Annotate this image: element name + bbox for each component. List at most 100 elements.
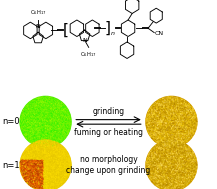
Point — [160, 178, 163, 181]
Point — [55, 134, 59, 137]
Point — [48, 160, 52, 163]
Point — [54, 178, 58, 181]
Point — [64, 126, 68, 129]
Point — [51, 153, 55, 156]
Point — [191, 168, 194, 171]
Point — [54, 109, 58, 112]
Point — [59, 100, 62, 103]
Point — [44, 141, 48, 144]
Point — [67, 113, 71, 116]
Point — [188, 116, 191, 119]
Point — [191, 127, 195, 130]
Point — [36, 127, 39, 130]
Point — [59, 181, 62, 184]
Point — [48, 128, 52, 131]
Point — [179, 174, 183, 177]
Point — [160, 116, 163, 119]
Point — [192, 114, 196, 117]
Point — [48, 107, 51, 110]
Point — [49, 173, 52, 176]
Point — [66, 156, 69, 159]
Point — [174, 178, 178, 181]
Point — [46, 154, 50, 157]
Point — [54, 168, 58, 171]
Point — [182, 98, 186, 101]
Point — [178, 144, 181, 147]
Point — [187, 137, 190, 140]
Point — [183, 105, 187, 108]
Point — [35, 130, 39, 133]
Point — [42, 181, 46, 184]
Point — [190, 150, 193, 153]
Point — [31, 185, 35, 188]
Point — [20, 125, 23, 128]
Point — [35, 155, 39, 158]
Point — [184, 130, 187, 133]
Point — [182, 101, 186, 104]
Point — [167, 118, 170, 121]
Point — [170, 138, 174, 141]
Point — [48, 139, 52, 143]
Point — [32, 101, 36, 104]
Point — [181, 167, 184, 170]
Point — [169, 183, 173, 186]
Point — [54, 135, 58, 138]
Point — [28, 180, 31, 183]
Point — [185, 153, 188, 156]
Point — [69, 124, 72, 127]
Point — [45, 140, 48, 143]
Point — [171, 132, 175, 135]
Point — [168, 151, 172, 154]
Point — [155, 115, 158, 118]
Point — [49, 166, 52, 169]
Point — [58, 130, 61, 133]
Point — [48, 110, 52, 113]
Point — [58, 112, 61, 115]
Point — [186, 153, 190, 156]
Point — [164, 99, 168, 102]
Point — [159, 123, 163, 126]
Point — [26, 110, 30, 113]
Point — [171, 125, 174, 128]
Point — [188, 149, 192, 153]
Point — [182, 169, 185, 172]
Point — [42, 98, 45, 101]
Point — [165, 122, 169, 125]
Point — [47, 157, 50, 160]
Point — [24, 162, 28, 165]
Point — [157, 146, 161, 149]
Point — [55, 185, 58, 188]
Point — [49, 153, 52, 156]
Point — [175, 184, 178, 187]
Point — [157, 126, 160, 129]
Text: C$_6$H$_{17}$: C$_6$H$_{17}$ — [30, 8, 46, 17]
Point — [171, 175, 174, 178]
Point — [171, 113, 175, 116]
Point — [53, 108, 57, 112]
Point — [164, 159, 167, 162]
Point — [174, 103, 177, 106]
Point — [194, 166, 198, 169]
Point — [60, 161, 64, 164]
Point — [162, 102, 166, 105]
Point — [61, 150, 65, 153]
Point — [171, 155, 175, 158]
Point — [161, 130, 165, 133]
Point — [36, 134, 39, 137]
Point — [153, 155, 156, 158]
Point — [34, 139, 38, 142]
Point — [158, 150, 161, 153]
Point — [184, 177, 187, 180]
Point — [30, 116, 34, 119]
Point — [159, 136, 163, 139]
Point — [174, 164, 178, 167]
Point — [52, 124, 55, 127]
Point — [37, 174, 41, 177]
Point — [30, 139, 33, 142]
Point — [151, 162, 155, 165]
Point — [27, 147, 30, 150]
Point — [55, 141, 58, 144]
Point — [188, 177, 192, 180]
Point — [163, 141, 166, 144]
Point — [50, 113, 54, 116]
